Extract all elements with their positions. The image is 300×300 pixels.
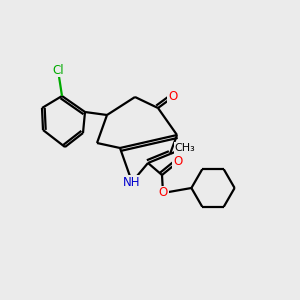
Text: CH₃: CH₃ — [175, 143, 195, 153]
Text: O: O — [158, 187, 168, 200]
Text: NH: NH — [123, 176, 141, 188]
Text: Cl: Cl — [52, 64, 64, 76]
Text: O: O — [168, 91, 178, 103]
Text: O: O — [173, 155, 183, 169]
